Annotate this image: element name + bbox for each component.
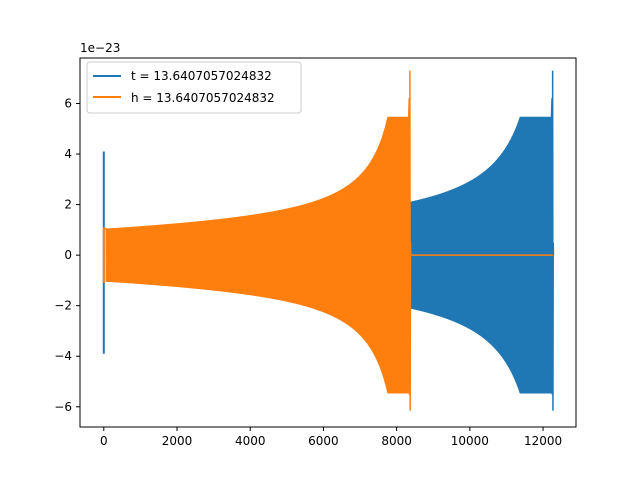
legend-label-t: t = 13.6407057024832 [131,69,272,83]
x-tick-label: 12000 [524,434,562,448]
y-axis: −6 −4 −2 0 2 4 6 [54,96,80,414]
series-1-waveform [105,116,410,394]
axes-frame [79,57,577,428]
series-1-merger [407,70,412,411]
x-tick-label: 8000 [381,434,412,448]
x-tick-label: 6000 [308,434,339,448]
x-tick-label: 10000 [451,434,489,448]
y-tick-label: 6 [64,96,72,110]
plot-area [79,57,577,428]
legend-box [86,61,302,114]
y-tick-label: 4 [64,147,72,161]
y-tick-label: 2 [64,198,72,212]
legend-label-h: h = 13.6407057024832 [131,91,275,105]
legend: t = 13.6407057024832 h = 13.640705702483… [86,61,302,114]
y-tick-label: −6 [54,400,72,414]
x-tick-label: 2000 [162,434,193,448]
x-axis: 0 2000 4000 6000 8000 10000 12000 [100,427,562,448]
y-offset-label: 1e−23 [80,41,120,55]
series-0-merger [550,70,555,411]
y-tick-label: −2 [54,299,72,313]
x-tick-label: 0 [100,434,108,448]
x-tick-label: 4000 [235,434,266,448]
y-tick-label: 0 [64,248,72,262]
y-tick-label: −4 [54,349,72,363]
series-1 [102,70,553,411]
